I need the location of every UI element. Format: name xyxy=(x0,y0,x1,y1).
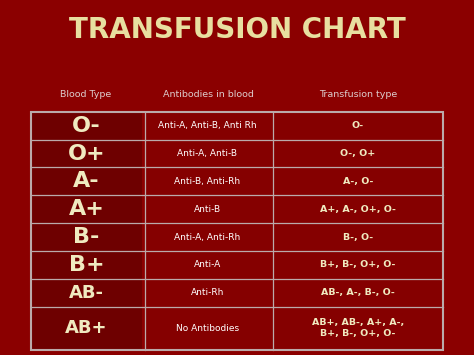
FancyBboxPatch shape xyxy=(145,307,441,350)
Text: Anti-B, Anti-Rh: Anti-B, Anti-Rh xyxy=(174,177,240,186)
Text: Anti-A, Anti-B, Anti Rh: Anti-A, Anti-B, Anti Rh xyxy=(158,121,257,130)
Text: B+: B+ xyxy=(69,255,104,275)
Text: Blood Type: Blood Type xyxy=(60,89,111,99)
Text: AB+: AB+ xyxy=(65,319,108,337)
FancyBboxPatch shape xyxy=(31,168,142,195)
Text: TRANSFUSION CHART: TRANSFUSION CHART xyxy=(69,16,405,44)
Text: Antibodies in blood: Antibodies in blood xyxy=(163,89,254,99)
Text: O-: O- xyxy=(72,116,101,136)
Text: Anti-B: Anti-B xyxy=(194,205,221,214)
Text: Anti-A, Anti-Rh: Anti-A, Anti-Rh xyxy=(174,233,240,241)
Text: Anti-A, Anti-B: Anti-A, Anti-B xyxy=(177,149,237,158)
FancyBboxPatch shape xyxy=(145,168,441,195)
Text: Transfusion type: Transfusion type xyxy=(319,89,397,99)
Text: O-, O+: O-, O+ xyxy=(340,149,375,158)
Text: No Antibodies: No Antibodies xyxy=(176,324,239,333)
Text: AB-, A-, B-, O-: AB-, A-, B-, O- xyxy=(321,288,395,297)
Text: B+, B-, O+, O-: B+, B-, O+, O- xyxy=(320,260,396,269)
Text: A+, A-, O+, O-: A+, A-, O+, O- xyxy=(320,205,396,214)
Text: AB+, AB-, A+, A-,
B+, B-, O+, O-: AB+, AB-, A+, A-, B+, B-, O+, O- xyxy=(312,318,404,338)
FancyBboxPatch shape xyxy=(31,251,142,279)
FancyBboxPatch shape xyxy=(145,279,441,307)
Text: A+: A+ xyxy=(69,199,104,219)
Text: B-, O-: B-, O- xyxy=(343,233,373,241)
FancyBboxPatch shape xyxy=(145,112,441,140)
FancyBboxPatch shape xyxy=(145,251,441,279)
Text: AB-: AB- xyxy=(69,284,104,302)
FancyBboxPatch shape xyxy=(145,195,441,223)
FancyBboxPatch shape xyxy=(145,223,441,251)
FancyBboxPatch shape xyxy=(31,279,142,307)
Text: A-, O-: A-, O- xyxy=(343,177,373,186)
FancyBboxPatch shape xyxy=(31,140,142,168)
Text: Anti-A: Anti-A xyxy=(194,260,221,269)
FancyBboxPatch shape xyxy=(31,112,142,140)
Text: B-: B- xyxy=(73,227,100,247)
Text: O+: O+ xyxy=(68,143,105,164)
Text: A-: A- xyxy=(73,171,100,191)
FancyBboxPatch shape xyxy=(31,195,142,223)
FancyBboxPatch shape xyxy=(31,223,142,251)
FancyBboxPatch shape xyxy=(145,140,441,168)
FancyBboxPatch shape xyxy=(31,307,142,350)
Text: Anti-Rh: Anti-Rh xyxy=(191,288,224,297)
Text: O-: O- xyxy=(352,121,364,130)
